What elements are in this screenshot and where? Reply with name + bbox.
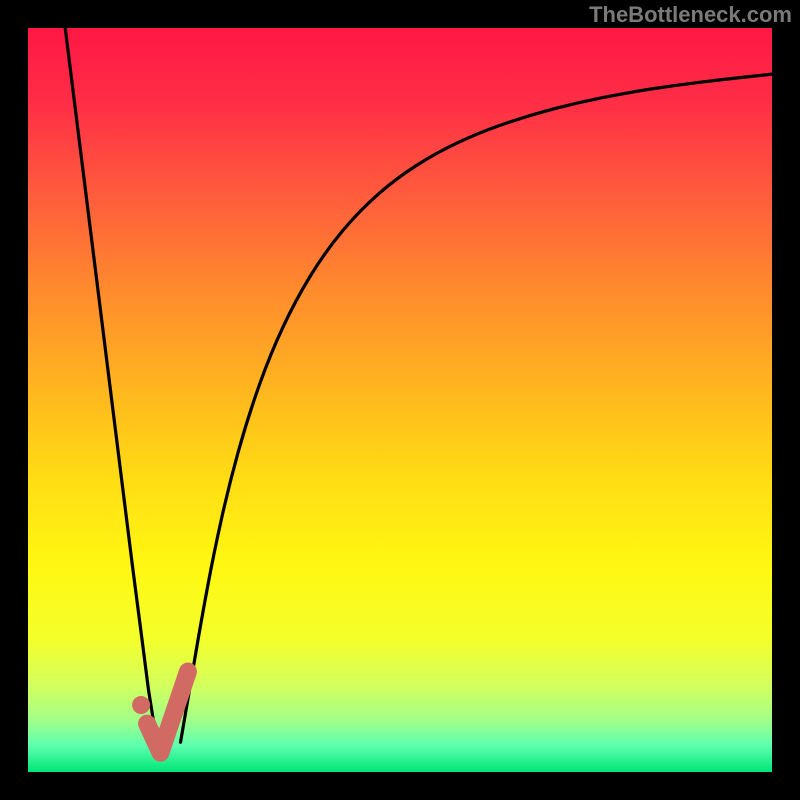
curve-right bbox=[181, 74, 772, 742]
dot-marker bbox=[132, 696, 150, 714]
curves-svg bbox=[28, 28, 772, 772]
plot-area bbox=[28, 28, 772, 772]
watermark-label: TheBottleneck.com bbox=[589, 2, 792, 28]
chart-container: TheBottleneck.com bbox=[0, 0, 800, 800]
curve-left bbox=[65, 28, 154, 727]
